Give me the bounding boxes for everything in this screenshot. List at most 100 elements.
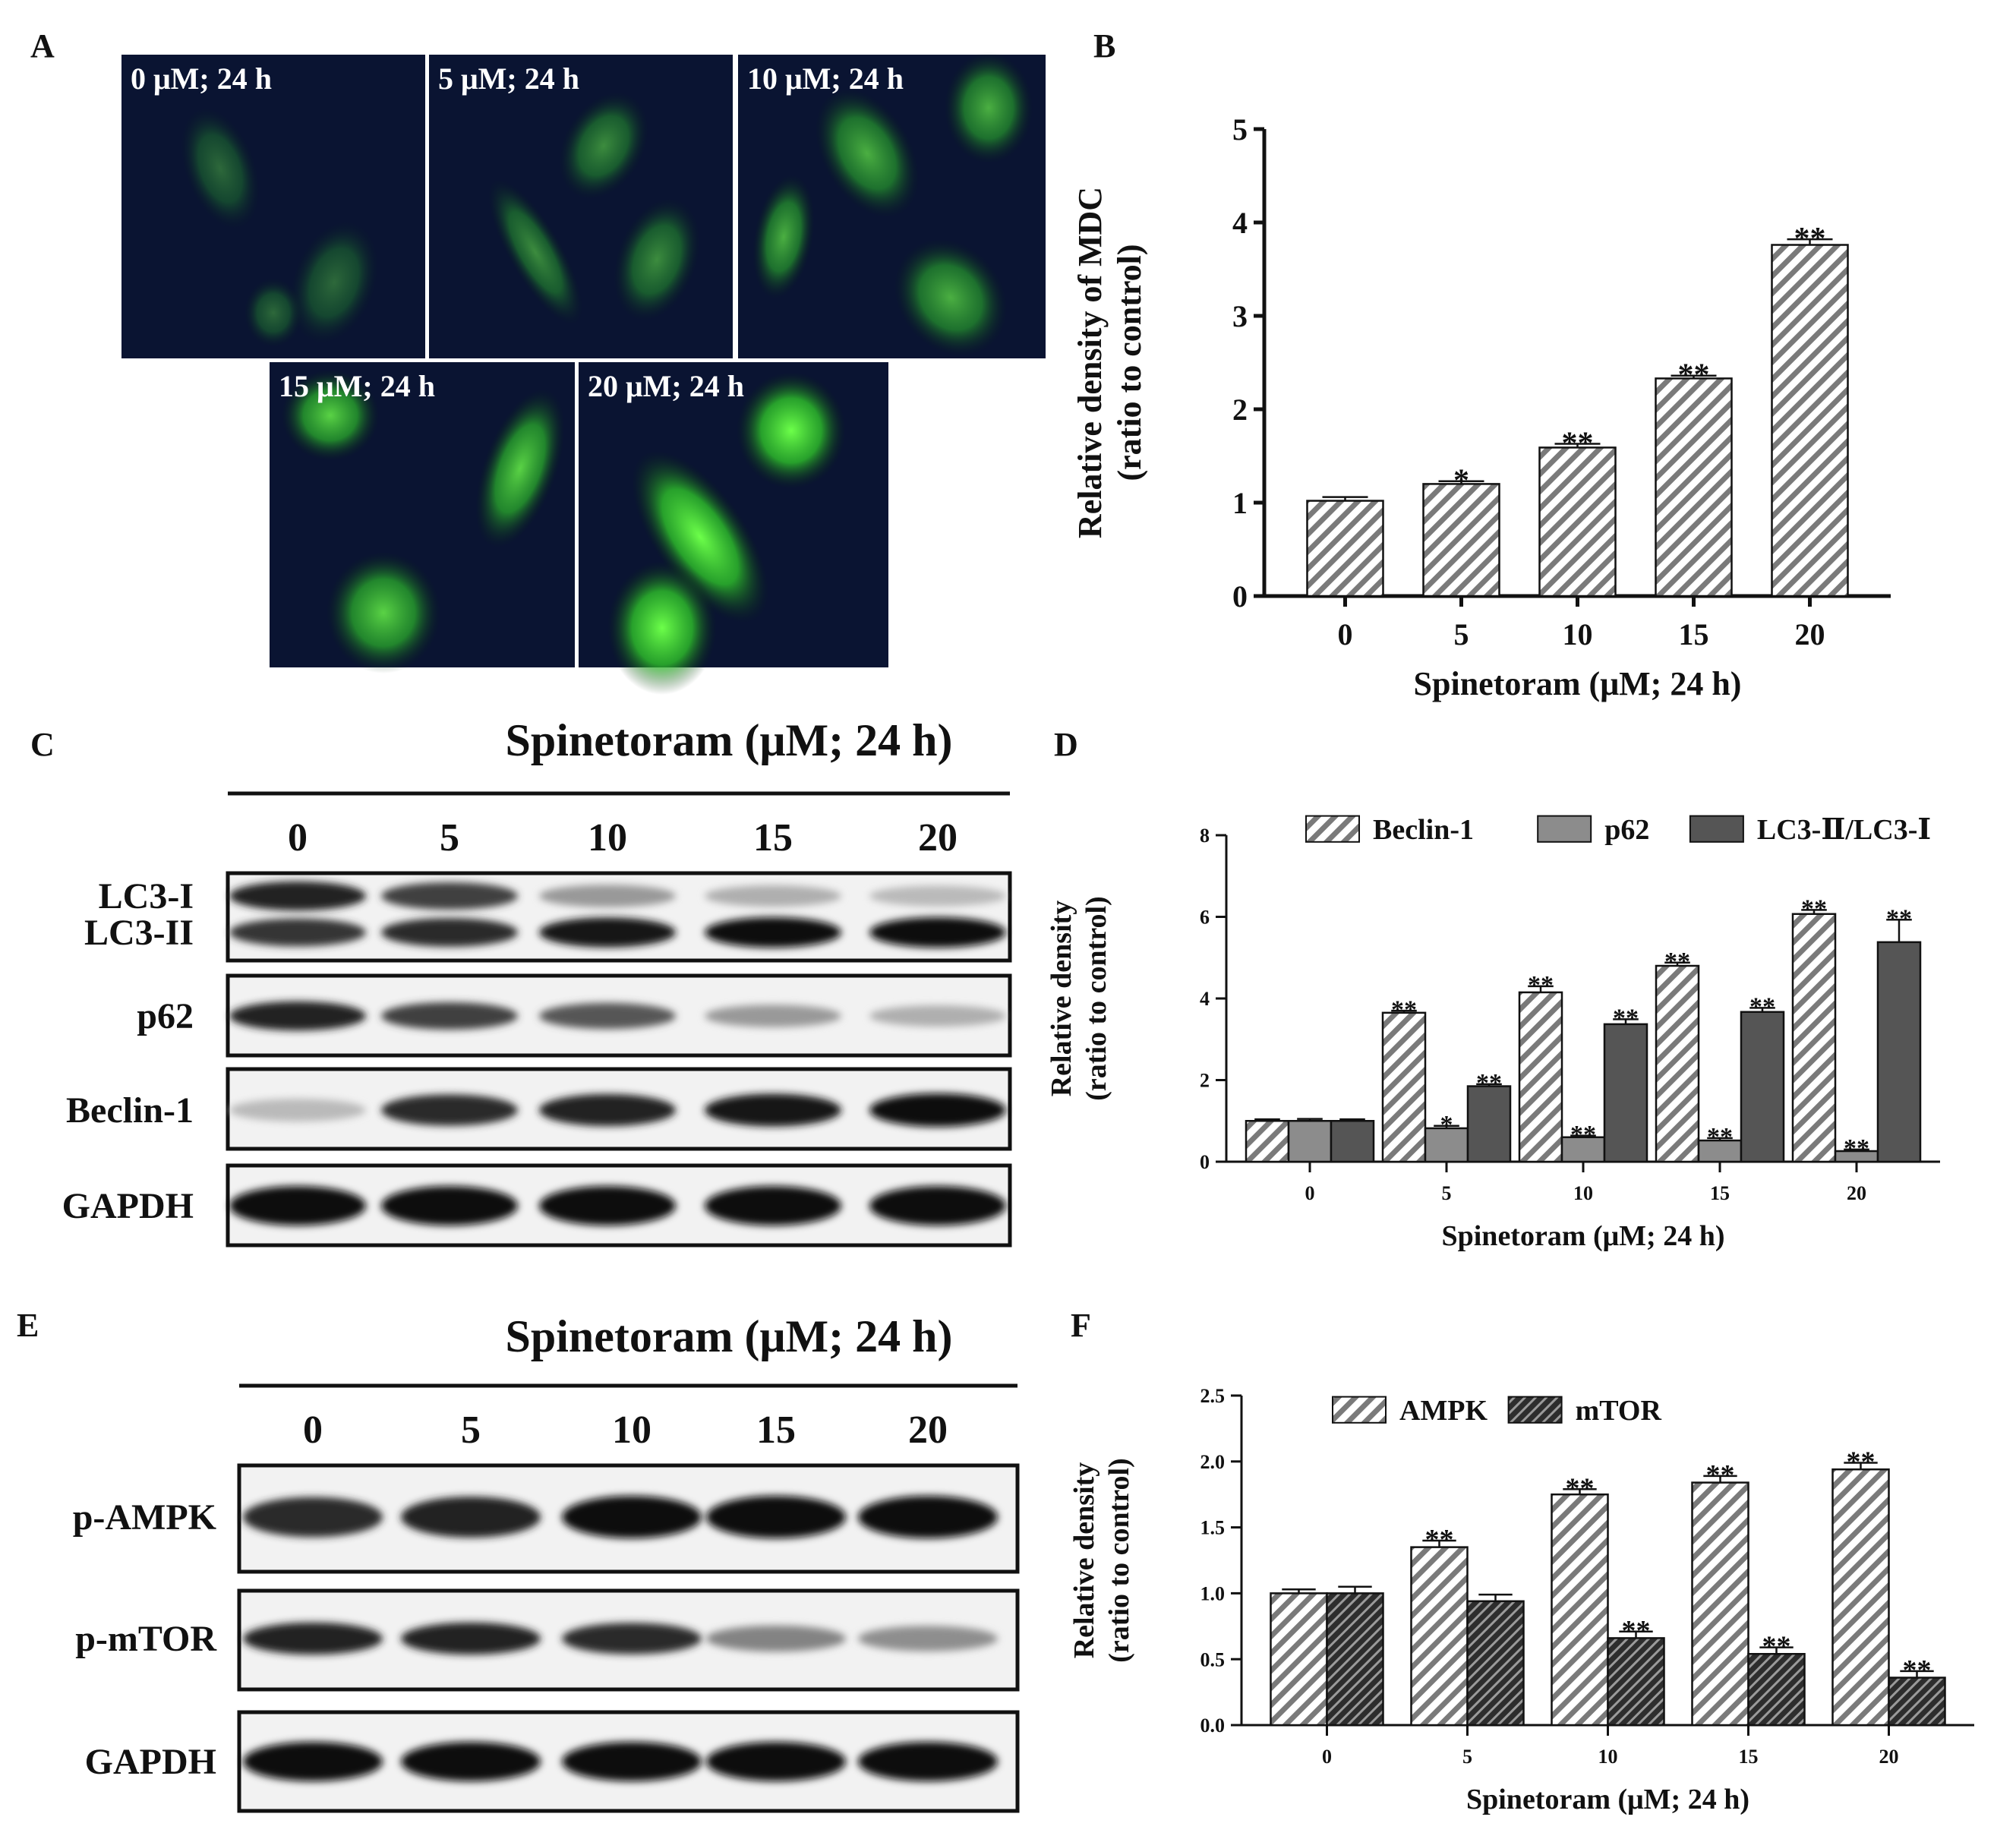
cell-fluorescence bbox=[631, 450, 769, 623]
micrograph-label: 20 μM; 24 h bbox=[588, 369, 744, 403]
band bbox=[229, 918, 366, 947]
micrograph-label: 15 μM; 24 h bbox=[279, 369, 435, 403]
band bbox=[401, 1622, 541, 1655]
blot-row-label: GAPDH bbox=[62, 1186, 194, 1226]
x-axis-label: Spinetoram (μM; 24 h) bbox=[1414, 665, 1742, 702]
significance-marker: ** bbox=[1706, 1459, 1735, 1491]
y-tick-label: 4 bbox=[1232, 206, 1248, 240]
y-tick-label: 0 bbox=[1232, 579, 1248, 614]
panel-letter-e: E bbox=[17, 1307, 39, 1344]
y-tick-label: 4 bbox=[1200, 988, 1210, 1010]
legend-swatch bbox=[1537, 815, 1592, 843]
micrograph-label: 0 μM; 24 h bbox=[131, 62, 272, 96]
western-blot-ampk-mtor: Spinetoram (μM; 24 h) 0 5 10 15 20 p-AMPK p-mT… bbox=[73, 1311, 1020, 1813]
band bbox=[381, 918, 518, 947]
significance-marker: ** bbox=[1749, 993, 1775, 1021]
micrograph: 10 μM; 24 h bbox=[738, 52, 1046, 358]
panel-letter-a: A bbox=[30, 27, 55, 65]
band bbox=[705, 1005, 841, 1027]
significance-marker: ** bbox=[1613, 1005, 1639, 1033]
cell-fluorescence bbox=[475, 389, 566, 548]
y-axis-label: Relative density bbox=[1068, 1462, 1100, 1659]
band bbox=[705, 917, 841, 948]
lane-label: 15 bbox=[753, 816, 793, 860]
legend-swatch bbox=[1689, 815, 1744, 843]
lane-label: 20 bbox=[918, 816, 958, 860]
y-axis-label: Relative density of MDC bbox=[1071, 187, 1109, 538]
band bbox=[539, 1093, 676, 1127]
x-tick-label: 5 bbox=[1454, 617, 1469, 651]
band bbox=[229, 1099, 366, 1121]
panel-letter-b: B bbox=[1093, 27, 1115, 65]
chart-ampk-mtor: 0.0 0.5 1.0 1.5 2.0 2.5 0 5 ** 10 ** ** 15 ** ** 20 ** **… bbox=[1068, 1385, 1974, 1815]
bar bbox=[1740, 1011, 1785, 1163]
cell-fluorescence bbox=[326, 552, 441, 673]
bar bbox=[1466, 1085, 1512, 1163]
x-tick-label: 0 bbox=[1305, 1182, 1315, 1204]
band bbox=[229, 1001, 366, 1031]
y-tick-label: 1.5 bbox=[1200, 1517, 1226, 1539]
cell-fluorescence bbox=[244, 278, 303, 348]
x-tick-label: 10 bbox=[1573, 1182, 1593, 1204]
bar bbox=[1655, 964, 1700, 1163]
y-tick-label: 2.5 bbox=[1200, 1385, 1226, 1407]
band bbox=[539, 1002, 676, 1030]
band bbox=[858, 1496, 998, 1538]
x-tick-label: 20 bbox=[1879, 1746, 1899, 1768]
band bbox=[381, 1186, 518, 1225]
y-tick-label: 0.5 bbox=[1200, 1648, 1226, 1670]
micrograph-panel: 0 μM; 24 h 5 μM; 24 h 10 μM; 24 h 15 μM; 24… bbox=[121, 52, 1046, 695]
band bbox=[539, 885, 676, 907]
significance-marker: ** bbox=[1678, 358, 1710, 393]
micrograph-label: 5 μM; 24 h bbox=[438, 62, 579, 96]
bar bbox=[1330, 1120, 1375, 1163]
band bbox=[401, 1742, 541, 1781]
bar bbox=[1466, 1600, 1525, 1727]
band bbox=[243, 1742, 383, 1781]
band bbox=[869, 1005, 1006, 1027]
band bbox=[539, 1186, 676, 1225]
blot-row-label: LC3-I bbox=[99, 876, 194, 916]
y-tick-label: 0 bbox=[1200, 1151, 1210, 1173]
bar bbox=[1655, 377, 1733, 598]
legend-swatch bbox=[1507, 1396, 1563, 1424]
x-tick-label: 10 bbox=[1598, 1746, 1618, 1768]
y-tick-label: 0.0 bbox=[1200, 1714, 1226, 1736]
band bbox=[705, 1093, 841, 1127]
cell-fluorescence bbox=[613, 198, 701, 321]
x-tick-label: 15 bbox=[1710, 1182, 1730, 1204]
significance-marker: ** bbox=[1844, 1134, 1869, 1162]
band bbox=[869, 1186, 1006, 1225]
significance-marker: ** bbox=[1622, 1615, 1651, 1647]
cell-fluorescence bbox=[737, 372, 846, 489]
band bbox=[706, 1742, 846, 1781]
legend-label: p62 bbox=[1604, 814, 1649, 846]
band bbox=[229, 881, 366, 911]
chart-mdc-density: 0 1 2 3 4 5 0 5 * 10 ** 15 ** 20 ** Spinetoram (μM; 24 … bbox=[1071, 112, 1891, 702]
band bbox=[562, 1496, 702, 1538]
bar bbox=[1306, 500, 1384, 598]
cell-fluorescence bbox=[894, 238, 1008, 357]
band bbox=[243, 1497, 383, 1538]
x-tick-label: 20 bbox=[1847, 1182, 1866, 1204]
y-axis-label: (ratio to control) bbox=[1111, 244, 1148, 481]
band bbox=[706, 1496, 846, 1538]
significance-marker: ** bbox=[1570, 1121, 1596, 1149]
y-tick-label: 5 bbox=[1232, 112, 1248, 147]
bar bbox=[1603, 1023, 1648, 1163]
bar bbox=[1270, 1592, 1328, 1727]
legend-swatch bbox=[1305, 815, 1360, 843]
band bbox=[706, 1625, 846, 1652]
lane-label: 5 bbox=[440, 816, 459, 860]
lane-label: 5 bbox=[461, 1408, 481, 1452]
significance-marker: ** bbox=[1528, 971, 1554, 999]
panel-letter-d: D bbox=[1054, 726, 1078, 763]
band bbox=[858, 1742, 998, 1781]
y-axis-label: (ratio to control) bbox=[1103, 1458, 1135, 1662]
blot-title: Spinetoram (μM; 24 h) bbox=[506, 715, 953, 765]
y-tick-label: 8 bbox=[1200, 825, 1210, 847]
cell-fluorescence bbox=[558, 92, 649, 200]
western-blot-autophagy: Spinetoram (μM; 24 h) 0 5 10 15 20 LC3-ILC3-I… bbox=[62, 715, 1012, 1248]
